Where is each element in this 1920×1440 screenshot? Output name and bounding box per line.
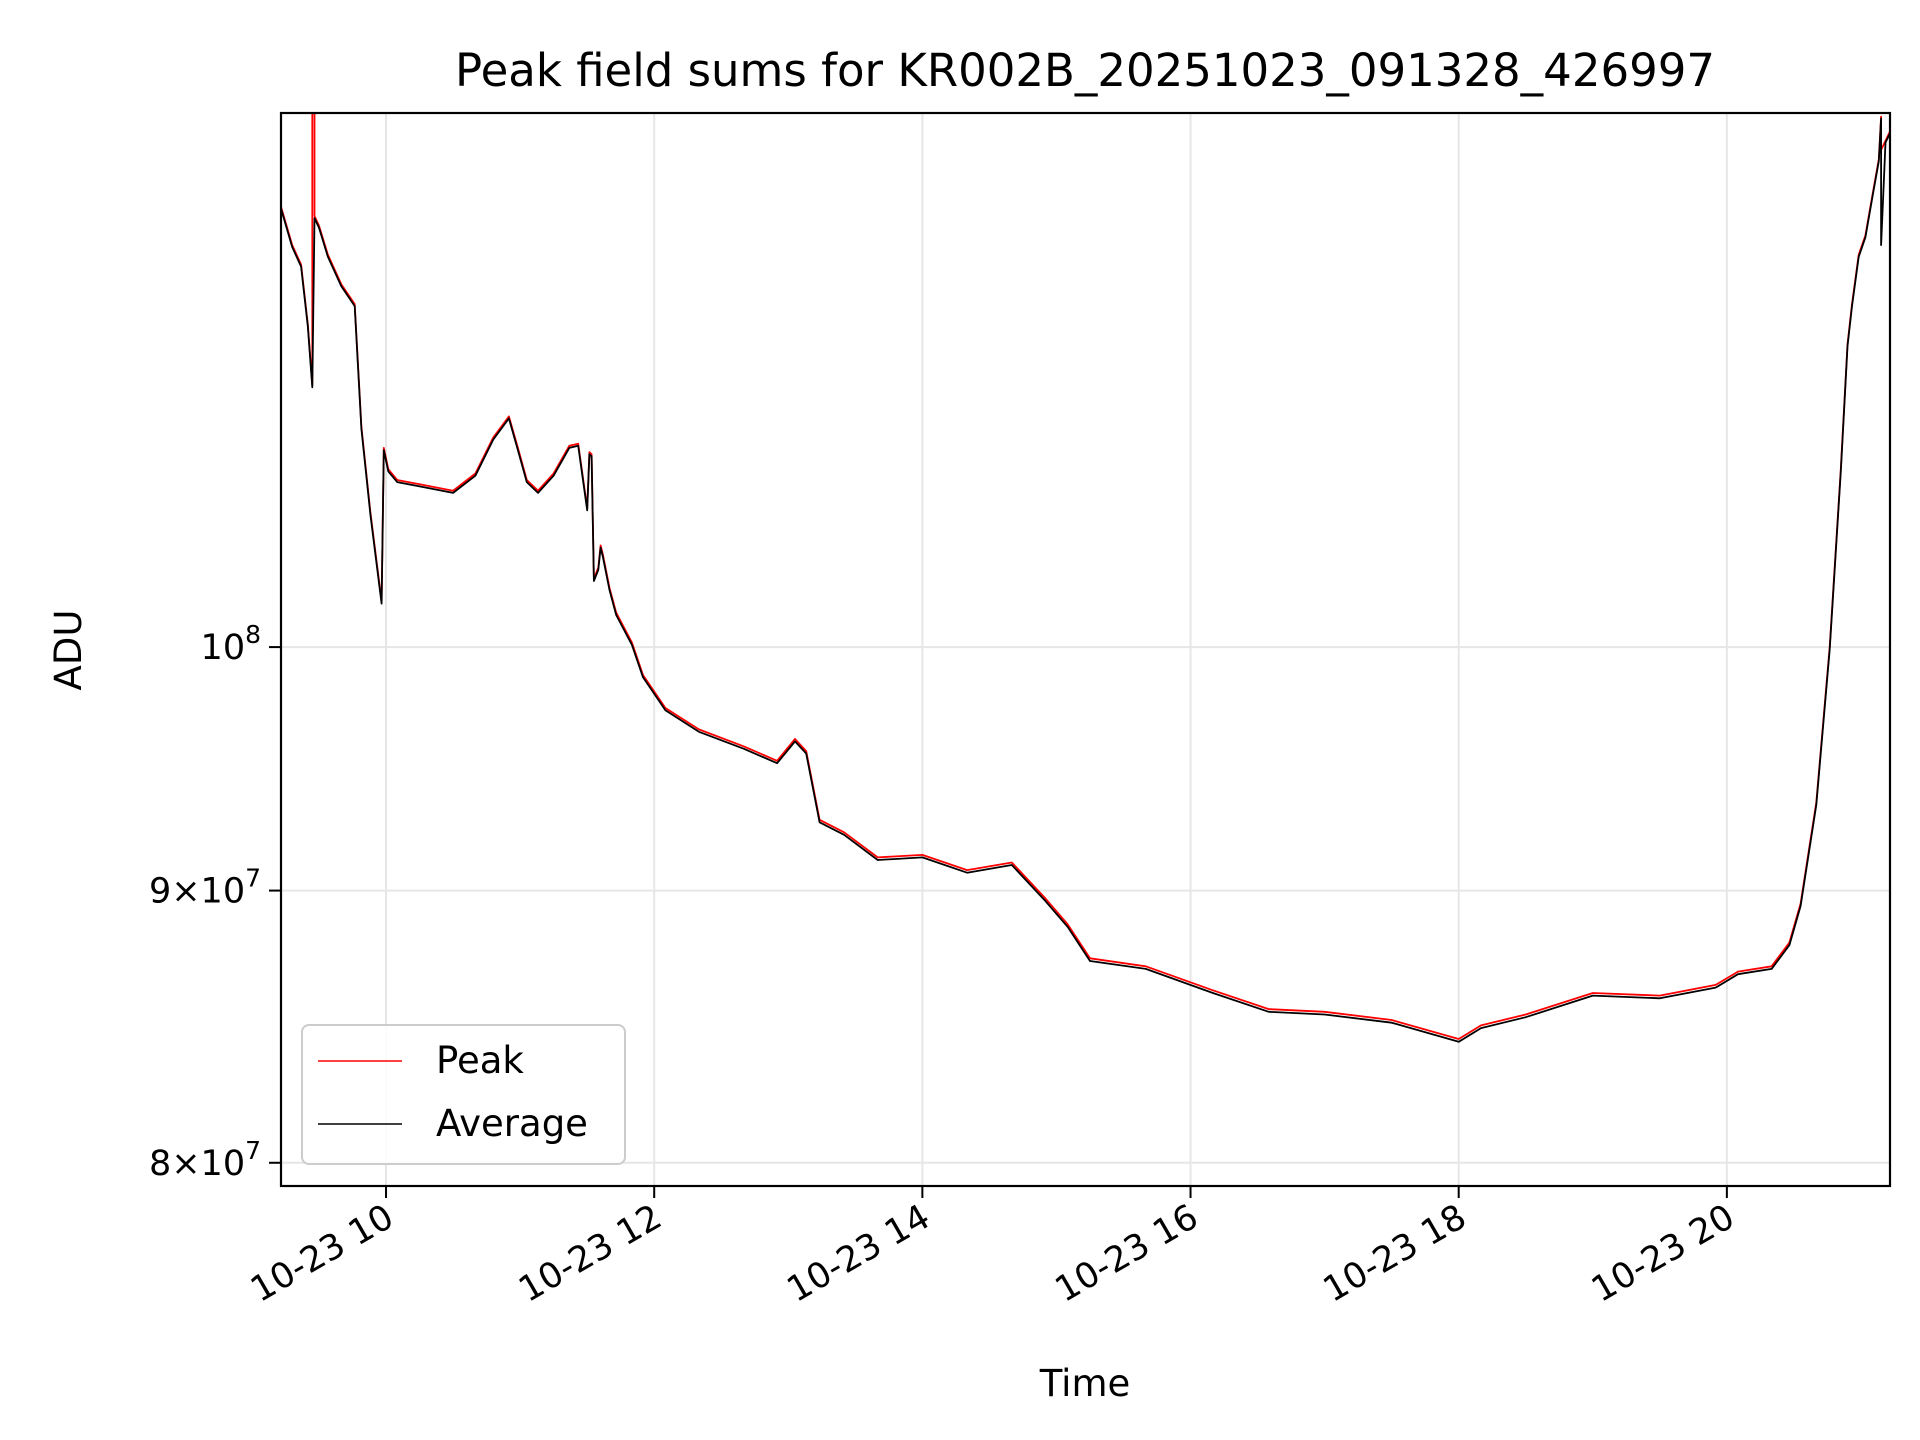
legend: Peak Average	[301, 1024, 626, 1165]
y-tick-label-base: 8×10	[149, 1144, 245, 1184]
y-tick-label-exponent: 8	[245, 620, 261, 649]
series-group	[281, 113, 1890, 1043]
legend-box	[301, 1024, 626, 1165]
y-tick-label: 8×107	[149, 1136, 261, 1184]
series-line-average	[281, 117, 1890, 1043]
y-tick-label-exponent: 7	[245, 1136, 261, 1165]
legend-label-average: Average	[436, 1102, 588, 1145]
y-tick-label: 9×107	[149, 864, 261, 912]
y-tick-label: 108	[201, 620, 261, 668]
plot-frame	[279, 111, 1892, 1188]
chart-title: Peak field sums for KR002B_20251023_0913…	[455, 44, 1715, 97]
y-tick-label-base: 9×10	[149, 872, 245, 912]
legend-label-peak: Peak	[436, 1039, 524, 1082]
y-tick-label-base: 10	[201, 628, 246, 668]
y-axis-title: ADU	[47, 610, 90, 691]
x-axis-title: Time	[1039, 1362, 1131, 1405]
y-tick-label-exponent: 7	[245, 864, 261, 893]
